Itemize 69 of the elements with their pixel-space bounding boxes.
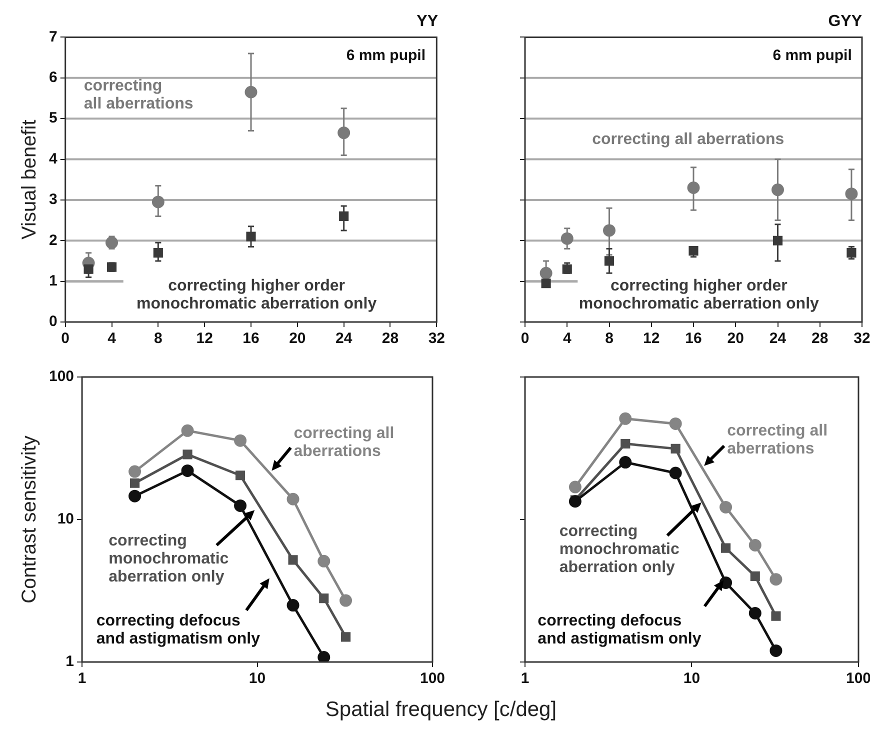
text: correcting defocus and astigmatism only (538, 612, 702, 648)
point (772, 184, 784, 196)
y-tick-label: 1 (49, 272, 58, 290)
chart-title: GYY (828, 13, 862, 30)
text: correcting monochromatic aberration only (108, 532, 229, 586)
series-label: correcting higher order monochromatic aberration only (136, 278, 377, 313)
point (541, 278, 551, 288)
point (244, 86, 258, 98)
point (687, 181, 700, 194)
x-tick-label: 12 (643, 330, 660, 348)
y-tick-label: 4 (49, 150, 58, 168)
text: correcting all aberrations (592, 131, 784, 148)
x-tick-label: 4 (562, 330, 572, 348)
x-tick-label: 4 (108, 330, 117, 348)
point (603, 224, 616, 237)
annotation: 6 mm pupil (772, 47, 852, 64)
x-tick-label: 20 (727, 330, 744, 348)
x-tick-label: 24 (335, 330, 353, 348)
point (106, 236, 118, 249)
series-label: correcting defocus and astigmatism only (96, 612, 260, 648)
point (845, 188, 858, 200)
y-tick-label: 0 (49, 313, 58, 330)
y-tick-label: 1 (66, 653, 74, 670)
chart-title: YY (416, 13, 438, 30)
y-tick-label: 6 (49, 69, 58, 86)
x-tick-label: 10 (248, 670, 266, 688)
x-tick-label: 16 (685, 330, 702, 348)
y-tick-label: 3 (49, 191, 58, 208)
point (560, 232, 574, 245)
x-tick-label: 32 (428, 330, 445, 348)
text: correcting all aberrations (84, 78, 194, 113)
series-label: correcting all aberrations (294, 425, 394, 460)
point (772, 236, 783, 246)
x-tick-label: 12 (196, 330, 213, 348)
series-label: correcting monochromatic aberration only (559, 522, 680, 576)
point (604, 256, 614, 266)
x-tick-label: 8 (154, 330, 162, 348)
series-label: correcting all aberrations (727, 422, 828, 458)
point (338, 126, 350, 140)
series-label: correcting higher order monochromatic aberration only (578, 278, 820, 313)
y-tick-label: 10 (57, 510, 74, 528)
x-tick-label: 32 (854, 330, 870, 348)
y-axis-title: Contrast sensitivity (18, 436, 41, 604)
point (84, 264, 94, 274)
x-tick-label: 28 (812, 330, 828, 348)
y-axis-title: Visual benefit (18, 119, 41, 240)
point (152, 196, 164, 208)
y-tick-label: 100 (48, 368, 74, 386)
y-tick-label: 2 (49, 232, 58, 249)
point (540, 266, 552, 280)
x-tick-label: 100 (846, 670, 870, 688)
x-tick-label: 20 (289, 330, 306, 348)
x-axis-title: Spatial frequency [c/deg] (324, 698, 558, 722)
x-tick-label: 0 (520, 330, 530, 348)
point (846, 248, 856, 258)
point (246, 232, 256, 242)
point (339, 211, 349, 222)
x-tick-label: 1 (520, 670, 530, 688)
x-tick-label: 16 (242, 330, 260, 348)
x-tick-label: 28 (382, 330, 399, 348)
x-tick-label: 100 (420, 670, 445, 688)
x-tick-label: 10 (683, 670, 700, 688)
x-tick-label: 8 (605, 330, 614, 348)
annotation: 6 mm pupil (346, 47, 426, 64)
x-tick-label: 1 (78, 670, 86, 688)
y-tick-label: 5 (49, 110, 58, 127)
y-tick-label: 7 (49, 28, 58, 46)
x-tick-label: 24 (769, 330, 787, 348)
point (153, 248, 163, 258)
